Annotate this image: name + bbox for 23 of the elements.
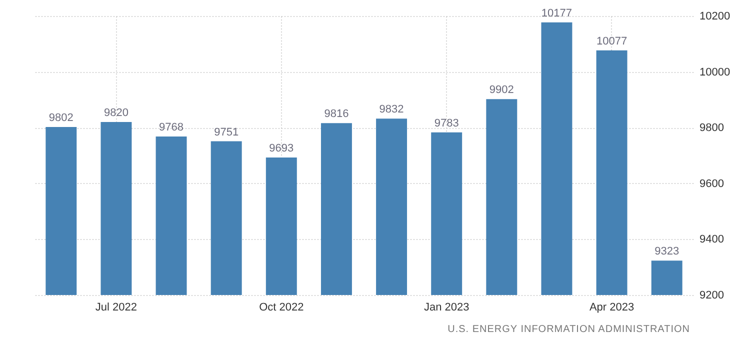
- data-label: 9820: [104, 107, 128, 120]
- data-label: 9323: [654, 246, 680, 258]
- y-tick-label: 9800: [700, 122, 724, 134]
- data-label: 9816: [324, 108, 349, 120]
- data-label: 9751: [214, 126, 239, 138]
- y-tick-label: 10000: [700, 66, 730, 78]
- data-label: 9832: [379, 104, 404, 116]
- x-tick-label: Apr 2023: [589, 302, 634, 314]
- x-tick-label: Jan 2023: [424, 302, 470, 314]
- data-label: 9693: [269, 142, 294, 154]
- text: U.S. ENERGY INFORMATION ADMINISTRATION: [448, 324, 690, 335]
- data-label: 10077: [596, 35, 628, 48]
- data-label: 9768: [159, 122, 184, 134]
- y-tick-label: 9600: [700, 178, 724, 190]
- data-label: 9802: [48, 112, 74, 124]
- y-tick-label: 10200: [700, 10, 730, 22]
- y-tick-label: 9200: [700, 290, 724, 302]
- data-label: 9783: [434, 117, 459, 130]
- data-label: 9902: [489, 84, 514, 96]
- x-tick-label: Jul 2022: [95, 302, 138, 314]
- y-tick-label: 9400: [700, 234, 724, 246]
- x-tick-label: Oct 2022: [259, 302, 304, 314]
- data-label: 10177: [541, 7, 572, 20]
